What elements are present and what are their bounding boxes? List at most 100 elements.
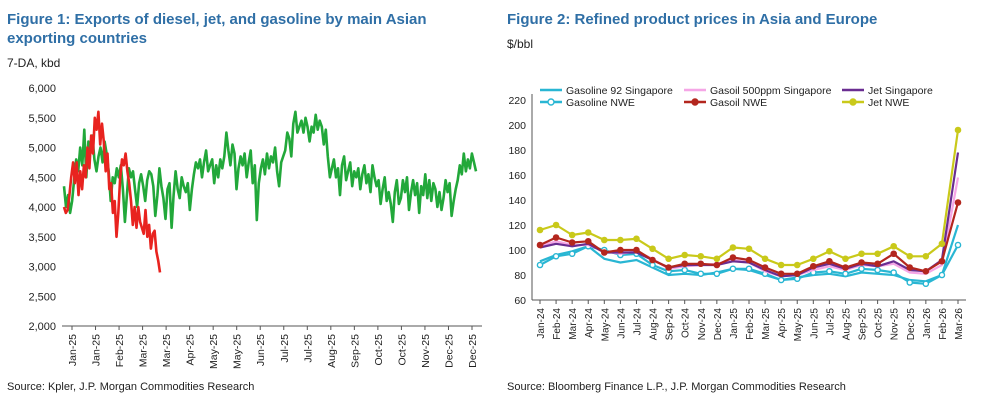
legend-label: Jet NWE (868, 97, 909, 109)
x-tick-label: Jun-24 (616, 308, 627, 339)
data-point (601, 249, 608, 256)
data-point (633, 235, 640, 243)
data-point (536, 226, 544, 234)
x-tick-label: Jun-25 (809, 308, 820, 339)
data-point (826, 247, 833, 255)
data-point (842, 264, 849, 271)
y-tick-label: 220 (508, 95, 526, 107)
x-tick-label: Apr-25 (777, 308, 788, 338)
x-tick-label: Feb-25 (114, 334, 126, 367)
x-tick-label: Nov-24 (697, 308, 708, 341)
data-point (536, 241, 544, 249)
x-tick-label: May-25 (793, 308, 804, 342)
y-tick-label: 5,000 (28, 143, 56, 155)
data-point (793, 261, 801, 269)
data-point (617, 246, 624, 254)
series-2026-line (62, 110, 162, 273)
x-tick-label: Aug-25 (326, 334, 338, 368)
legend-label: Gasoline NWE (566, 97, 635, 109)
x-tick-label: Jul-25 (302, 334, 314, 363)
data-point (890, 250, 897, 258)
data-point (842, 255, 849, 263)
x-tick-label: May-25 (208, 334, 220, 369)
x-tick-label: Feb-24 (552, 308, 563, 340)
figure-2-unit-label: $/bbl (507, 37, 534, 51)
data-point (858, 250, 865, 258)
data-point (649, 245, 656, 253)
x-tick-label: Jul-25 (279, 334, 291, 363)
figure-1-panel: Figure 1: Exports of diesel, jet, and ga… (7, 11, 482, 393)
data-point (810, 262, 817, 270)
y-tick-label: 2,000 (28, 321, 56, 333)
legend-label: Jet Singapore (868, 85, 933, 97)
data-point (568, 239, 576, 246)
data-point (826, 257, 833, 265)
data-point (777, 261, 785, 269)
data-point (858, 265, 865, 273)
data-point (681, 251, 688, 259)
data-point (697, 270, 705, 278)
data-point (874, 250, 881, 258)
data-point (713, 255, 721, 263)
data-point (922, 280, 930, 288)
data-point (777, 276, 785, 284)
x-tick-label: Jan-25 (91, 334, 103, 366)
data-point (874, 266, 881, 274)
y-tick-label: 80 (514, 270, 526, 282)
data-point (777, 270, 785, 278)
series-2025-line (62, 110, 478, 230)
data-point (890, 269, 897, 276)
y-tick-label: 5,500 (28, 113, 56, 125)
data-point (633, 246, 640, 254)
y-tick-label: 4,000 (28, 202, 56, 214)
figure-2-source: Source: Bloomberg Finance L.P., J.P. Mor… (507, 381, 846, 393)
legend-label: Gasoil 500ppm Singapore (710, 85, 832, 97)
x-tick-label: Sep-24 (665, 308, 676, 341)
data-point (665, 264, 672, 271)
x-tick-label: Sep-25 (858, 308, 869, 341)
data-point (568, 231, 576, 239)
data-point (584, 237, 592, 245)
data-point (729, 254, 737, 261)
data-point (761, 264, 769, 271)
data-point (681, 266, 688, 274)
data-point (552, 221, 560, 229)
data-point (874, 260, 881, 268)
data-point (954, 126, 962, 134)
figure-1-source: Source: Kpler, J.P. Morgan Commodities R… (7, 381, 255, 393)
y-tick-label: 200 (508, 120, 526, 132)
y-tick-label: 180 (508, 145, 526, 157)
data-point (906, 264, 914, 271)
data-point (938, 257, 946, 265)
x-tick-label: Aug-24 (649, 308, 660, 341)
y-tick-label: 4,500 (28, 172, 56, 184)
data-point (713, 270, 721, 278)
data-point (761, 255, 769, 263)
y-tick-label: 120 (508, 220, 526, 232)
x-tick-label: Mar-25 (161, 334, 173, 367)
data-point (552, 252, 560, 260)
x-tick-label: Aug-25 (841, 308, 852, 341)
data-point (890, 242, 897, 250)
x-tick-label: Jul-25 (825, 308, 836, 336)
data-point (536, 261, 544, 269)
x-tick-label: Mar-24 (568, 308, 579, 340)
x-tick-label: Jan-26 (922, 308, 933, 339)
legend-marker (547, 98, 555, 106)
x-tick-label: Apr-25 (185, 334, 197, 366)
data-point (954, 241, 962, 249)
y-tick-label: 60 (514, 295, 526, 307)
legend-label: Gasoil NWE (710, 97, 767, 109)
x-tick-label: Dec-25 (467, 334, 479, 368)
data-point (584, 229, 592, 236)
figure-2-panel: Figure 2: Refined product prices in Asia… (500, 0, 1000, 416)
x-tick-label: Nov-25 (890, 308, 901, 341)
data-point (649, 256, 656, 264)
x-tick-label: May-25 (232, 334, 244, 369)
figure-1-unit-label: 7-DA, kbd (7, 56, 61, 70)
y-tick-label: 6,000 (28, 83, 56, 95)
data-point (665, 255, 672, 263)
data-point (697, 260, 705, 268)
x-tick-label: Jan-24 (536, 308, 547, 339)
data-point (826, 267, 833, 275)
